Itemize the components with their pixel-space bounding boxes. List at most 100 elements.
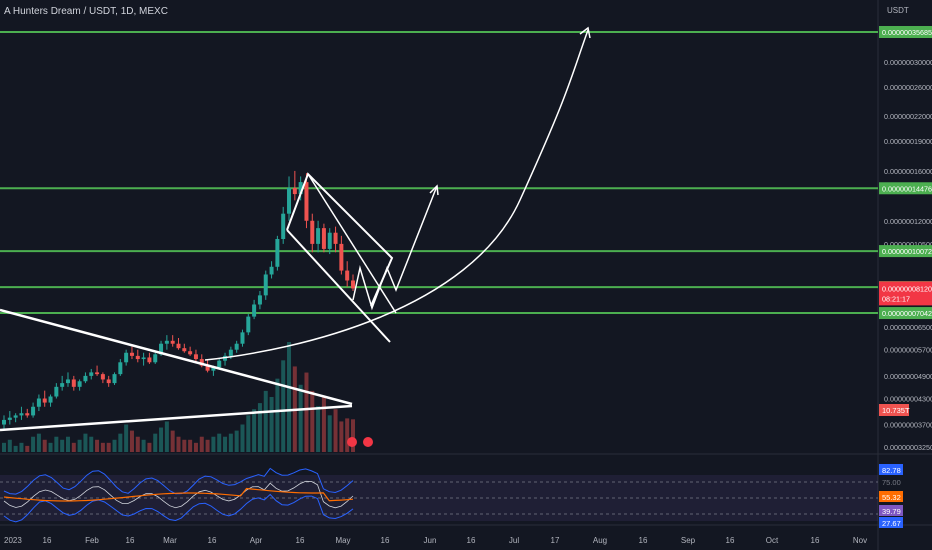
candle-body: [141, 357, 146, 360]
volume-bar: [60, 439, 65, 452]
candle-body: [60, 383, 65, 387]
volume-bar: [25, 445, 30, 452]
volume-bar: [257, 403, 262, 452]
volume-bar: [141, 439, 146, 452]
candle-body: [129, 352, 134, 356]
volume-bar: [147, 442, 152, 452]
candle-body: [89, 372, 94, 376]
volume-bar: [188, 439, 193, 452]
rsi-value-label: 55.32: [882, 493, 901, 502]
volume-bar: [159, 427, 164, 452]
rsi-value-label: 82.78: [882, 466, 901, 475]
candle-body: [176, 343, 181, 349]
candle-body: [54, 386, 59, 397]
volume-bar: [83, 433, 88, 452]
candle-body: [298, 182, 303, 195]
volume-bar: [275, 378, 280, 452]
volume-bar: [31, 436, 36, 452]
volume-bar: [211, 436, 216, 452]
candle-body: [36, 398, 41, 407]
candle-body: [246, 316, 251, 333]
time-tick-label: 16: [639, 536, 648, 545]
volume-bar: [234, 430, 239, 452]
volume-bar: [298, 384, 303, 452]
candle-body: [147, 357, 152, 363]
volume-bar: [345, 418, 350, 452]
arrow-head: [429, 184, 439, 196]
candle-body: [287, 187, 292, 214]
time-tick-label: 16: [381, 536, 390, 545]
candle-body: [257, 295, 262, 305]
candle-body: [112, 374, 117, 384]
candle-body: [234, 343, 239, 350]
candle-body: [31, 406, 36, 416]
volume-bar: [246, 415, 251, 452]
level-price-label: 0.000000070429: [882, 309, 932, 318]
candle-body: [333, 232, 338, 244]
volume-tag: [879, 404, 909, 416]
candle-body: [170, 340, 175, 344]
volume-bar: [176, 436, 181, 452]
volume-bar: [287, 342, 292, 452]
time-tick-label: Nov: [853, 536, 867, 545]
chart-title: A Hunters Dream / USDT, 1D, MEXC: [4, 6, 168, 17]
level-price-tag: [879, 182, 932, 195]
volume-bar: [339, 421, 344, 452]
volume-bar: [153, 433, 158, 452]
level-price-tag: [879, 26, 932, 38]
volume-bar: [95, 439, 100, 452]
volume-bar: [164, 421, 169, 452]
volume-bar: [112, 439, 117, 452]
rsi-value-label: 27.67: [882, 519, 901, 528]
volume-bar: [199, 436, 204, 452]
volume-bar: [118, 433, 123, 452]
candle-body: [339, 243, 344, 271]
volume-bar: [48, 442, 53, 452]
volume-bar: [135, 436, 140, 452]
candle-body: [310, 220, 315, 244]
volume-bar: [77, 439, 82, 452]
level-price-label: 0.000000356850: [882, 28, 932, 37]
wedge-lower-line: [286, 229, 391, 343]
level-price-tag: [879, 245, 932, 258]
volume-bar: [170, 430, 175, 452]
volume-bar: [252, 409, 257, 452]
volume-bar: [223, 436, 228, 452]
volume-bar: [89, 436, 94, 452]
current-price-tag: [879, 281, 932, 306]
price-axis-unit: USDT: [887, 6, 909, 15]
projected-path-arrow: [352, 185, 438, 311]
volume-bar: [13, 445, 18, 452]
time-tick-label: Sep: [681, 536, 696, 545]
volume-bar: [281, 360, 286, 452]
candle-body: [182, 348, 187, 352]
curve-arrow-head: [579, 26, 591, 39]
candle-body: [118, 362, 123, 375]
volume-bar: [106, 442, 111, 452]
volume-bar: [327, 415, 332, 452]
time-tick-label: Mar: [163, 536, 177, 545]
volume-bar: [2, 442, 6, 452]
candle-body: [164, 340, 169, 344]
volume-bar: [228, 433, 233, 452]
time-tick-label: Apr: [250, 536, 263, 545]
time-tick-label: 16: [811, 536, 820, 545]
volume-bar: [240, 424, 245, 452]
volume-bar: [36, 433, 41, 452]
candle-body: [228, 349, 233, 356]
time-tick-label: 16: [726, 536, 735, 545]
rsi-value-label: 39.79: [882, 507, 901, 516]
candle-body: [205, 365, 210, 371]
level-price-tag: [879, 307, 932, 320]
candle-body: [71, 379, 76, 387]
